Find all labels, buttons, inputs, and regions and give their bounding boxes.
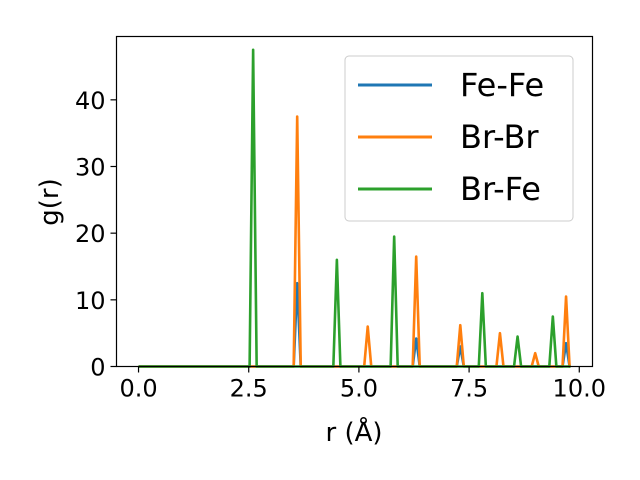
legend-label-br-fe: Br-Fe (460, 170, 541, 208)
y-axis-label: g(r) (35, 178, 65, 225)
legend-entries: Fe-Fe Br-Br Br-Fe (358, 66, 544, 208)
legend: Fe-Fe Br-Br Br-Fe (344, 55, 574, 222)
legend-box (344, 55, 574, 222)
y-tick-label: 20 (75, 220, 106, 248)
y-axis-ticks: 0 10 20 30 40 (75, 87, 117, 382)
x-axis-ticks: 0.0 2.5 5.0 7.5 10.0 (119, 366, 606, 403)
plot-frame (115, 35, 594, 368)
y-tick-label: 40 (75, 87, 106, 115)
x-tick-label: 7.5 (450, 375, 488, 403)
x-tick-label: 10.0 (553, 375, 606, 403)
legend-label-fe-fe: Fe-Fe (460, 66, 544, 104)
x-axis-label: r (Å) (325, 416, 382, 448)
x-tick-label: 2.5 (230, 375, 268, 403)
x-tick-label: 5.0 (340, 375, 378, 403)
y-tick-label: 30 (75, 154, 106, 182)
x-tick-label: 0.0 (119, 375, 157, 403)
y-tick-label: 0 (90, 354, 105, 382)
series-line-fe-fe (138, 281, 571, 368)
legend-label-br-br: Br-Br (460, 118, 539, 156)
y-tick-label: 10 (75, 287, 106, 315)
